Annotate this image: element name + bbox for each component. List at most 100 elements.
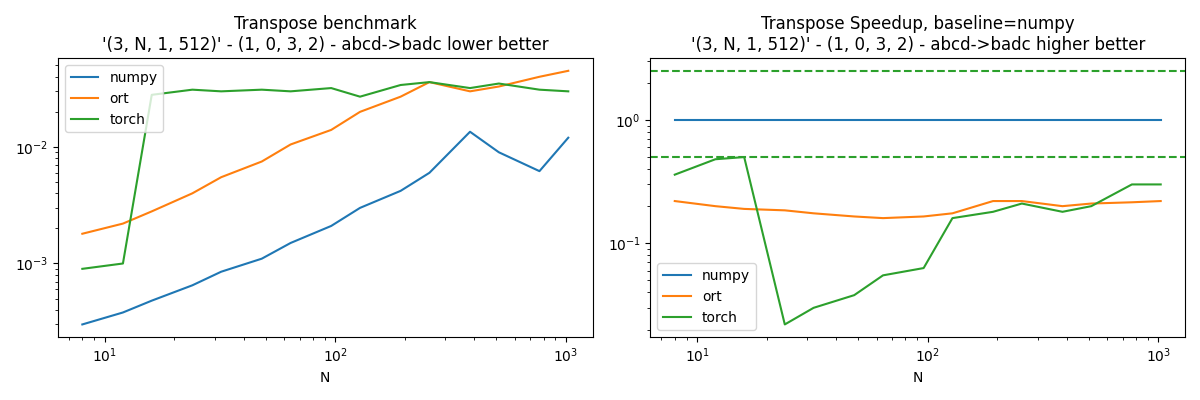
ort [847, 214, 862, 219]
torch [254, 87, 269, 92]
Legend: numpy, ort, torch: numpy, ort, torch [658, 263, 756, 330]
torch [492, 81, 506, 86]
numpy [463, 129, 478, 134]
ort [946, 211, 960, 216]
torch [847, 293, 862, 298]
numpy [1153, 118, 1168, 122]
numpy [254, 256, 269, 261]
numpy [708, 118, 722, 122]
torch [353, 94, 367, 99]
torch [115, 261, 130, 266]
numpy [667, 118, 682, 122]
ort [144, 209, 158, 214]
numpy [946, 118, 960, 122]
torch [1124, 182, 1139, 187]
Line: numpy: numpy [83, 132, 569, 324]
torch [76, 266, 90, 271]
torch [214, 89, 228, 94]
torch [986, 210, 1001, 214]
numpy [185, 283, 199, 288]
numpy [562, 135, 576, 140]
Line: ort: ort [674, 201, 1160, 218]
torch [394, 83, 408, 88]
ort [115, 221, 130, 226]
numpy [1124, 118, 1139, 122]
ort [492, 84, 506, 89]
ort [806, 211, 821, 216]
ort [708, 204, 722, 208]
ort [422, 80, 437, 84]
torch [533, 87, 547, 92]
numpy [324, 224, 338, 228]
numpy [115, 310, 130, 315]
numpy [144, 298, 158, 303]
ort [324, 128, 338, 132]
ort [353, 110, 367, 114]
torch [562, 89, 576, 94]
numpy [353, 206, 367, 210]
torch [708, 157, 722, 162]
numpy [806, 118, 821, 122]
numpy [214, 269, 228, 274]
ort [394, 94, 408, 99]
numpy [1084, 118, 1098, 122]
numpy [986, 118, 1001, 122]
ort [1153, 199, 1168, 204]
torch [283, 89, 298, 94]
torch [185, 87, 199, 92]
numpy [76, 322, 90, 327]
torch [144, 92, 158, 97]
X-axis label: N: N [320, 371, 330, 385]
torch [876, 273, 890, 278]
torch [1084, 204, 1098, 208]
numpy [533, 169, 547, 174]
ort [986, 199, 1001, 204]
ort [254, 159, 269, 164]
numpy [917, 118, 931, 122]
torch [946, 216, 960, 220]
X-axis label: N: N [912, 371, 923, 385]
numpy [492, 150, 506, 155]
ort [76, 231, 90, 236]
torch [324, 86, 338, 90]
ort [1055, 204, 1069, 208]
torch [778, 322, 792, 327]
ort [876, 216, 890, 220]
Line: ort: ort [83, 71, 569, 234]
ort [533, 74, 547, 79]
torch [1055, 210, 1069, 214]
torch [422, 80, 437, 84]
torch [806, 306, 821, 310]
ort [778, 208, 792, 213]
numpy [847, 118, 862, 122]
torch [1015, 201, 1030, 206]
Legend: numpy, ort, torch: numpy, ort, torch [65, 65, 163, 132]
numpy [394, 188, 408, 193]
torch [463, 86, 478, 90]
ort [737, 206, 751, 211]
ort [917, 214, 931, 219]
ort [562, 68, 576, 73]
ort [1124, 200, 1139, 205]
Line: torch: torch [83, 82, 569, 269]
ort [214, 175, 228, 180]
torch [1153, 182, 1168, 187]
torch [737, 155, 751, 160]
torch [667, 172, 682, 177]
ort [1084, 201, 1098, 206]
numpy [1055, 118, 1069, 122]
numpy [778, 118, 792, 122]
ort [1015, 199, 1030, 204]
ort [283, 142, 298, 147]
Title: Transpose Speedup, baseline=numpy
'(3, N, 1, 512)' - (1, 0, 3, 2) - abcd->badc h: Transpose Speedup, baseline=numpy '(3, N… [690, 15, 1145, 54]
Title: Transpose benchmark
'(3, N, 1, 512)' - (1, 0, 3, 2) - abcd->badc lower better: Transpose benchmark '(3, N, 1, 512)' - (… [102, 15, 548, 54]
ort [185, 191, 199, 196]
numpy [1015, 118, 1030, 122]
Line: torch: torch [674, 157, 1160, 324]
torch [917, 266, 931, 270]
numpy [283, 240, 298, 245]
numpy [737, 118, 751, 122]
numpy [876, 118, 890, 122]
ort [667, 199, 682, 204]
ort [463, 89, 478, 94]
